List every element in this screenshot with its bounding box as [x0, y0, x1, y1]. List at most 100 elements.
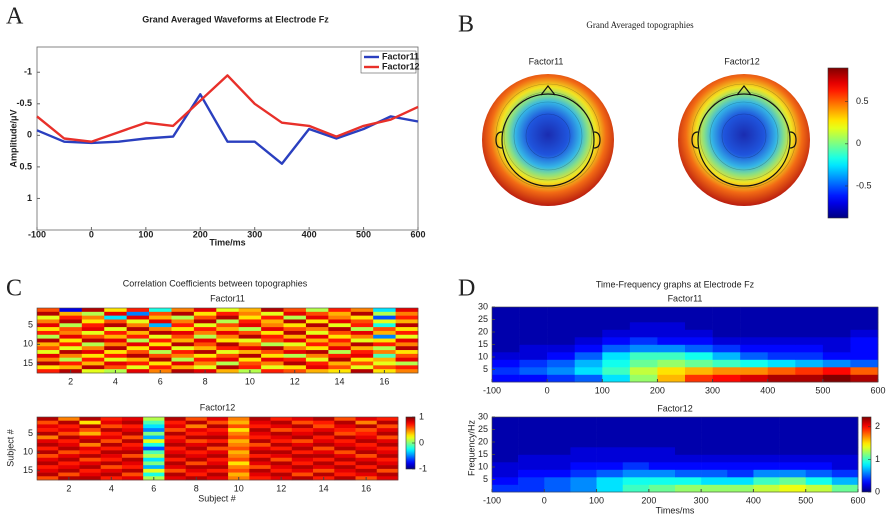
heatmap-cell [206, 424, 229, 429]
heatmap-cell [37, 334, 60, 339]
heatmap-cell [185, 428, 208, 433]
heatmap-cell [313, 472, 335, 477]
x-tick-label: 6 [151, 483, 156, 493]
spectrogram-cell [753, 424, 780, 433]
spectrogram-cell [492, 417, 519, 425]
y-tick-label: 25 [478, 424, 488, 434]
spectrogram-cell [657, 374, 686, 383]
spectrogram-cell [831, 424, 859, 433]
heatmap-cell [228, 417, 250, 422]
heatmap-cell [193, 319, 217, 324]
heatmap-cell [291, 454, 314, 459]
heatmap-cell [37, 338, 60, 343]
heatmap-cell [79, 450, 102, 455]
spectrogram-cell [850, 337, 879, 345]
heatmap-cell [291, 476, 314, 481]
heatmap-cell [261, 330, 284, 336]
heatmap-cell [216, 327, 240, 332]
spectrogram-cell [518, 469, 545, 478]
heatmap-cell [37, 327, 60, 332]
heatmap-cell [185, 461, 208, 466]
y-axis-label: Frequency/Hz [466, 419, 476, 476]
heatmap-cell [59, 357, 83, 362]
spectrogram-cell [629, 307, 658, 315]
heatmap-cell [149, 327, 172, 332]
spectrogram-cell [574, 367, 603, 375]
heatmap-cell [355, 450, 378, 455]
heatmap-cell [328, 330, 352, 336]
heatmap-cell [121, 424, 144, 429]
spectrogram-cell [753, 477, 780, 485]
y-tick-label: 10 [478, 461, 488, 471]
heatmap-cell [373, 342, 396, 347]
spectrogram-cell [492, 352, 520, 360]
spectrogram-cell [602, 374, 631, 383]
heatmap-cell [261, 338, 284, 343]
heatmap-cell [149, 319, 172, 324]
heatmap-cell [261, 323, 284, 328]
spectrogram-cell [547, 344, 576, 353]
heatmap-cell [59, 338, 83, 343]
heatmap-cell [249, 476, 271, 481]
legend-label: Factor12 [382, 61, 420, 71]
spectrogram-cell [657, 367, 686, 375]
heatmap-cell [228, 439, 250, 444]
spectrogram-cell [805, 484, 833, 493]
heatmap-cell [100, 454, 123, 459]
x-tick-label: 500 [798, 495, 813, 505]
heatmap-cell [37, 315, 60, 320]
spectrogram-cell [492, 439, 519, 448]
heatmap-cell [216, 330, 240, 336]
heatmap-cell [58, 446, 80, 451]
spectrogram-cell [767, 344, 796, 353]
heatmap-cell [58, 420, 80, 425]
heatmap-cell [216, 315, 240, 320]
heatmap-cell [126, 342, 150, 347]
heatmap-cell [373, 357, 396, 362]
heatmap-cell [313, 454, 335, 459]
heatmap-cell [328, 350, 352, 355]
heatmap-cell [185, 435, 208, 440]
spectrogram-cell [685, 329, 713, 338]
heatmap-cell [350, 350, 374, 355]
heatmap-cell [355, 472, 378, 477]
spectrogram-cell [712, 352, 741, 360]
x-tick-label: 2 [68, 376, 73, 386]
spectrogram-cell [753, 484, 780, 493]
colorbar [827, 67, 849, 219]
heatmap-cell [193, 315, 217, 320]
heatmap-cell [79, 439, 102, 444]
heatmap-cell [395, 361, 419, 366]
colorbar-tick-label: 0 [419, 437, 424, 447]
heatmap-cell [58, 457, 80, 462]
heatmap-cell [376, 454, 399, 459]
heatmap-cell [373, 334, 396, 339]
heatmap-cell [149, 353, 172, 359]
spectrogram-cell [492, 322, 520, 330]
spectrogram-cell [712, 337, 741, 345]
heatmap-cell [171, 357, 195, 362]
spectrogram-cell [805, 454, 833, 463]
heatmap-cell [185, 424, 208, 429]
spectrogram-cell [492, 432, 519, 440]
heatmap-cell [238, 338, 262, 343]
heatmap-cell [81, 353, 105, 359]
nose [736, 85, 752, 96]
heatmap-cell [149, 365, 172, 370]
heatmap-cell [121, 420, 144, 425]
y-tick-label: 0 [27, 130, 32, 140]
spectrogram-cell [740, 337, 769, 345]
spectrogram-cell [701, 439, 728, 448]
heatmap-cell [291, 428, 314, 433]
heatmap-cell [350, 308, 374, 313]
heatmap-cell [164, 417, 186, 422]
spectrogram-cell [685, 322, 713, 330]
heatmap-cell [143, 472, 165, 477]
spectrogram-cell [850, 359, 879, 368]
heatmap-cell [283, 361, 307, 366]
heatmap-cell [79, 457, 102, 462]
heatmap-cell [37, 428, 59, 433]
heatmap-cell [81, 334, 105, 339]
spectrogram-cell [596, 462, 624, 470]
